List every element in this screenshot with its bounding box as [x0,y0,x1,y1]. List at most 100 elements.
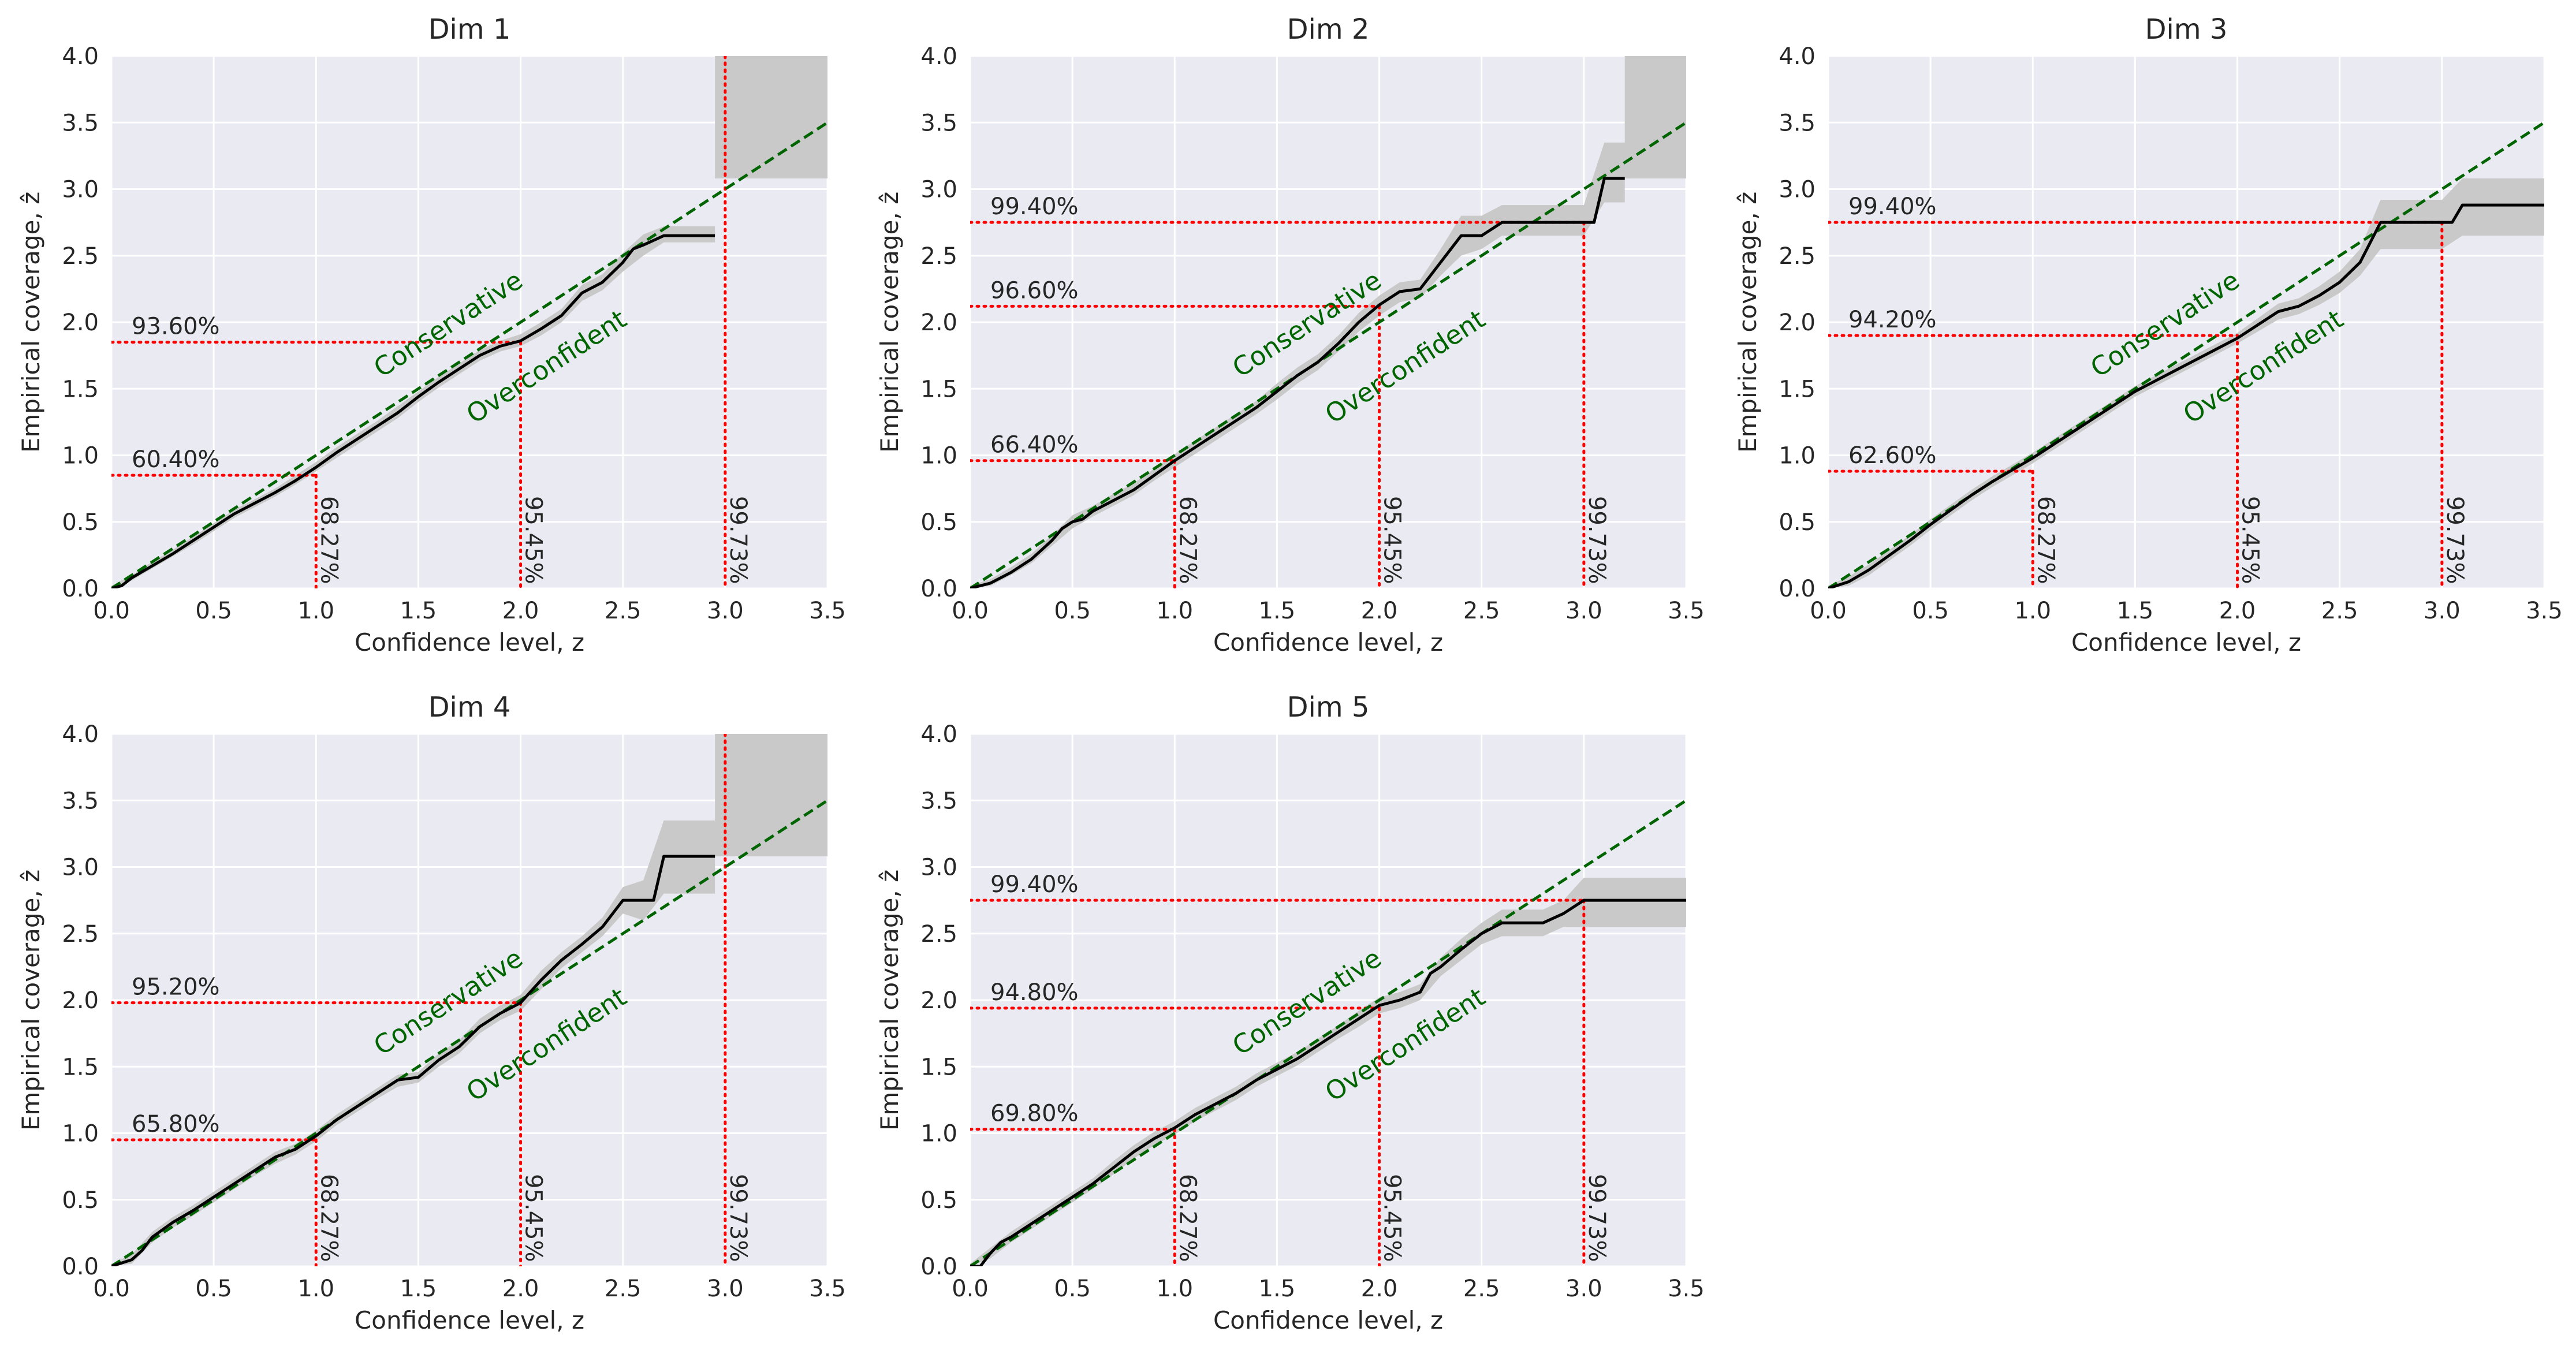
threshold-group [111,473,318,588]
y-tick-label: 2.0 [1779,310,1815,336]
uncertainty-band [970,877,1686,1266]
x-tick-label: 1.0 [1156,1276,1193,1302]
coverage-percent-label: 99.40% [1848,193,1937,220]
z-percent-label: 68.27% [2032,496,2059,584]
x-tick-label: 0.0 [952,1276,989,1302]
y-tick-label: 1.5 [920,376,957,402]
y-tick-label: 2.5 [62,243,99,270]
y-tick-label: 0.5 [62,509,99,536]
coverage-percent-label: 94.80% [990,979,1079,1006]
coverage-percent-label: 94.20% [1848,307,1937,333]
y-tick-label: 3.5 [1779,110,1815,136]
coverage-percent-label: 96.60% [990,277,1079,304]
y-axis-label: Empirical coverage, ẑ [875,870,904,1131]
z-percent-label: 99.73% [725,496,751,584]
z-percent-label: 99.73% [1583,1174,1610,1262]
y-tick-label: 0.5 [920,509,957,536]
x-tick-label: 2.5 [2321,598,2358,624]
chart-title: Dim 2 [1287,13,1370,46]
x-tick-label: 2.5 [605,1276,642,1302]
y-tick-label: 0.0 [1779,576,1815,602]
y-tick-label: 1.0 [920,443,957,469]
coverage-percent-label: 95.20% [132,974,220,1001]
plot-area [970,56,1686,588]
x-tick-label: 1.0 [297,1276,334,1302]
chart-title: Dim 1 [428,13,511,46]
x-tick-label: 0.5 [1054,1276,1091,1302]
plot-area [970,799,1686,1266]
z-percent-label: 68.27% [315,496,342,584]
z-percent-label: 95.45% [520,1174,547,1262]
y-tick-label: 0.5 [920,1187,957,1214]
x-tick-label: 1.0 [2014,598,2051,624]
empirical-coverage-line [111,855,715,1266]
x-tick-label: 0.0 [1810,598,1847,624]
y-axis-label: Empirical coverage, ẑ [1734,192,1762,453]
threshold-group [970,304,1381,588]
x-tick-label: 0.5 [1912,598,1949,624]
y-tick-label: 3.5 [62,110,99,136]
z-percent-label: 95.45% [1379,496,1406,584]
threshold-group [1828,334,2239,588]
z-percent-label: 99.73% [1583,496,1610,584]
y-tick-label: 3.0 [920,855,957,881]
y-tick-label: 4.0 [1779,43,1815,70]
threshold-group [970,221,1586,588]
x-tick-label: 2.0 [1361,1276,1398,1302]
z-percent-label: 99.73% [2441,496,2468,584]
y-tick-label: 2.5 [62,921,99,948]
y-tick-label: 1.0 [1779,443,1815,469]
chart-panel-1: 60.40%68.27%93.60%95.45% 99.73%Conservati… [17,13,846,657]
y-tick-label: 2.5 [1779,243,1815,270]
y-tick-label: 0.5 [62,1187,99,1214]
tail-uncertainty-box [1624,56,1686,179]
y-tick-label: 1.5 [62,376,99,402]
x-tick-label: 3.5 [1668,1276,1705,1302]
x-tick-label: 3.0 [707,1276,744,1302]
x-tick-label: 2.0 [502,598,539,624]
y-tick-label: 1.5 [1779,376,1815,402]
x-tick-label: 1.5 [2117,598,2154,624]
chart-panel-2: 66.40%68.27%96.60%95.45%99.40%99.73%Cons… [875,13,1705,657]
x-tick-label: 2.5 [1463,598,1500,624]
y-tick-label: 3.0 [62,855,99,881]
x-tick-label: 3.5 [809,598,846,624]
coverage-percent-label: 60.40% [132,446,220,473]
x-tick-label: 2.5 [605,598,642,624]
x-tick-label: 2.0 [2219,598,2256,624]
x-tick-label: 2.0 [502,1276,539,1302]
ideal-diagonal-line [111,121,827,588]
x-tick-label: 1.5 [1259,1276,1296,1302]
x-axis-label: Confidence level, z [355,1306,584,1334]
z-percent-label: 95.45% [1379,1174,1406,1262]
x-tick-label: 3.0 [1565,1276,1602,1302]
y-tick-label: 4.0 [62,721,99,748]
x-tick-label: 2.5 [1463,1276,1500,1302]
y-tick-label: 4.0 [920,721,957,748]
ideal-diagonal-line [111,799,827,1266]
x-axis-label: Confidence level, z [355,628,584,657]
chart-panel-4: 65.80%68.27%95.20%95.45% 99.73%Conservati… [17,691,846,1334]
coverage-percent-label: 69.80% [990,1101,1079,1127]
threshold-group [1828,221,2444,588]
y-tick-label: 3.5 [920,110,957,136]
x-tick-label: 3.5 [2526,598,2563,624]
x-tick-label: 0.0 [952,598,989,624]
x-axis-label: Confidence level, z [2071,628,2301,657]
z-percent-label: 68.27% [1174,1174,1201,1262]
threshold-group [111,341,523,588]
coverage-percent-label: 62.60% [1848,442,1937,469]
chart-title: Dim 3 [2145,13,2228,46]
coverage-percent-label: 99.40% [990,871,1079,898]
x-tick-label: 0.0 [93,1276,130,1302]
empirical-coverage-line [970,177,1625,588]
z-percent-label: 68.27% [1174,496,1201,584]
y-tick-label: 1.5 [920,1054,957,1080]
y-tick-label: 3.5 [62,788,99,814]
y-axis-label: Empirical coverage, ẑ [17,870,45,1131]
plot-area [1828,121,2544,588]
x-tick-label: 0.5 [195,1276,232,1302]
z-percent-label: 99.73% [725,1174,751,1262]
y-tick-label: 1.0 [62,443,99,469]
